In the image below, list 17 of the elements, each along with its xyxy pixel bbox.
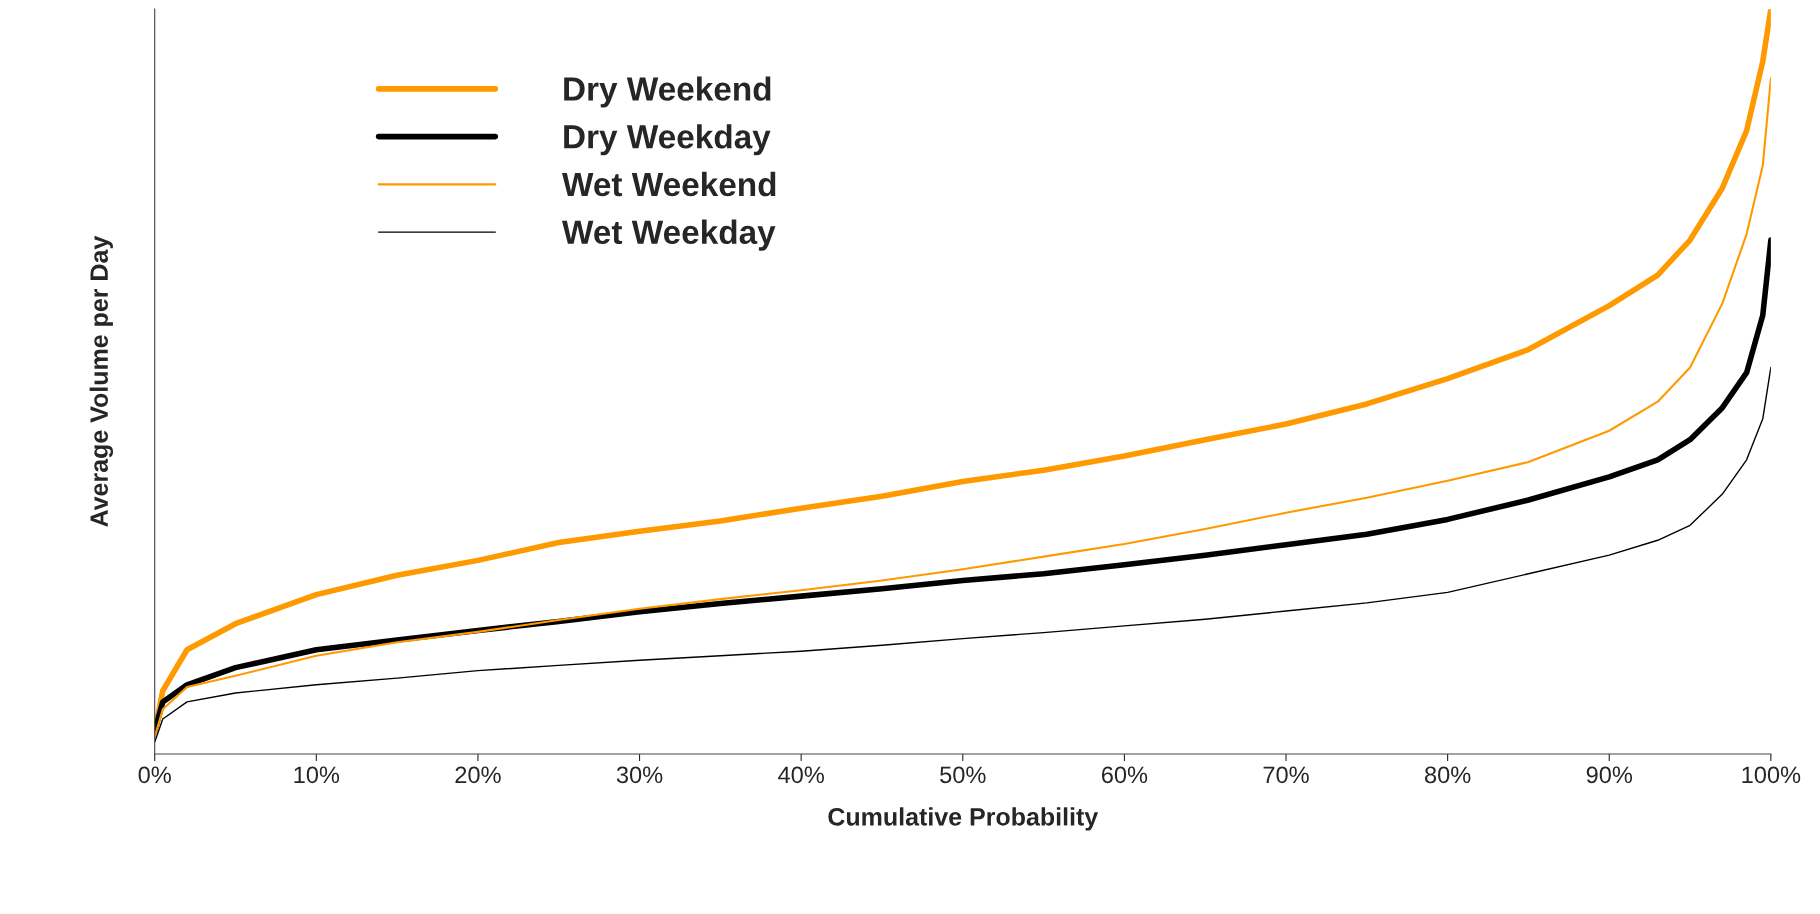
- x-tick-label: 100%: [1742, 766, 1801, 784]
- legend-label: Dry Weekend: [564, 76, 771, 108]
- x-tick-label: 80%: [1425, 766, 1471, 784]
- x-axis-title: Cumulative Probability: [828, 807, 1099, 831]
- x-tick-label: 30%: [616, 766, 663, 784]
- x-tick-label: 70%: [1263, 766, 1309, 784]
- legend-label: Wet Weekend: [562, 171, 776, 197]
- x-tick-label: 60%: [1101, 766, 1148, 784]
- legend-label: Wet Weekday: [562, 219, 776, 251]
- x-tick-label: 50%: [940, 766, 986, 784]
- x-tick-label: 0%: [138, 766, 171, 784]
- x-tick-label: 20%: [455, 766, 501, 784]
- x-tick-label: 10%: [294, 766, 340, 784]
- y-axis-title: Average Volume per Day: [89, 235, 114, 527]
- x-tick-label: 40%: [778, 766, 824, 784]
- legend-label: Dry Weekday: [564, 124, 771, 156]
- x-tick-label: 90%: [1586, 766, 1633, 784]
